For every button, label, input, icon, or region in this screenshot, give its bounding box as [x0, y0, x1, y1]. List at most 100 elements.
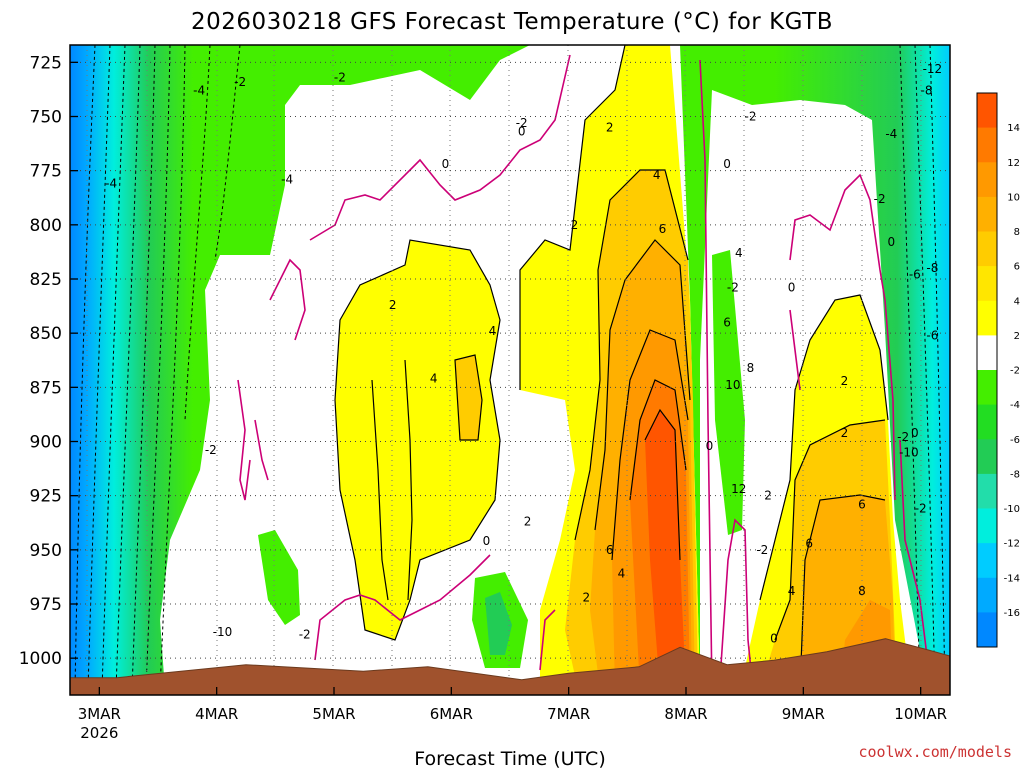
isotherm-line — [929, 45, 946, 691]
contour-label: -2 — [299, 627, 311, 641]
contour-label: -10 — [213, 625, 233, 639]
contour-label: 0 — [770, 632, 778, 646]
y-tick-label: 800 — [30, 216, 62, 236]
contour-label: 6 — [606, 543, 614, 557]
isotherm-line — [404, 359, 413, 601]
contour-label: -2 — [756, 543, 768, 557]
contour-label: 6 — [723, 315, 731, 329]
colorbar-swatch — [977, 335, 997, 371]
isotherm-line — [574, 169, 689, 541]
colorbar-swatch — [977, 231, 997, 267]
plot-area: -2 -2 -2 -2 -2 -2 -2 -2 -2 -2 -2 -4 -4 -4 -4 -6 -6 -8 -8 -1… — [70, 45, 950, 695]
colorbar-label: 6 — [1014, 262, 1020, 273]
colorbar-label: -8 — [1010, 469, 1020, 480]
isotherm-line — [101, 45, 126, 691]
colorbar-swatch — [977, 612, 997, 648]
y-tick-label: 725 — [30, 53, 62, 73]
colorbar-label: -12 — [1004, 539, 1020, 550]
contour-label: 4 — [788, 584, 796, 598]
contour-label: 2 — [524, 515, 532, 529]
contour-label: 0 — [483, 534, 491, 548]
isotherm-line — [74, 45, 96, 691]
contour-label: 2 — [606, 120, 614, 134]
contour-label: 0 — [788, 281, 796, 295]
contour-label: 4 — [618, 567, 626, 581]
contour-label: -2 — [727, 281, 739, 295]
y-tick-label: 925 — [30, 487, 62, 507]
isotherm-line — [87, 45, 111, 691]
contour-label: -8 — [921, 84, 933, 98]
contour-label: 0 — [442, 157, 450, 171]
contour-label: -4 — [193, 84, 205, 98]
y-axis: 725 750 775 800 825 850 875 900 925 950 975 1000 — [19, 53, 78, 669]
colorbar-label: -6 — [1010, 435, 1020, 446]
isotherm-line — [629, 379, 687, 501]
isotherm-line — [214, 45, 241, 261]
colorbar: 14 12 10 8 6 4 2 -2 -4 -6 -8 -10 -12 -14 -16 — [976, 92, 1020, 648]
contour-label: -4 — [281, 172, 293, 186]
colorbar-label: 12 — [1007, 158, 1020, 169]
contour-label: -2 — [745, 110, 757, 124]
cold-tongue — [712, 250, 745, 535]
colorbar-label: 14 — [1007, 123, 1020, 134]
colorbar-swatch — [977, 93, 997, 128]
colorbar-label: 8 — [1014, 227, 1020, 238]
colorbar-label: 2 — [1014, 331, 1020, 342]
isotherm-line — [899, 45, 921, 691]
isotherm-line — [774, 419, 886, 641]
isotherm-line — [184, 45, 211, 421]
contour-labels: -2 -2 -2 -2 -2 -2 -2 -2 -2 -2 -2 -4 -4 -4 -4 -6 -6 -8 -8 -1… — [105, 62, 942, 646]
contour-label: -2 — [516, 116, 528, 130]
contour-label: 12 — [731, 482, 746, 496]
contour-label: 2 — [389, 298, 397, 312]
isotherm-line — [799, 494, 886, 691]
contour-label: -10 — [899, 445, 919, 459]
contour-label: -12 — [923, 62, 943, 76]
contour-label: 0 — [518, 125, 526, 139]
plot-frame — [69, 44, 951, 696]
contour-label: 8 — [747, 361, 755, 375]
temperature-fill — [160, 45, 930, 690]
isotherm-line — [914, 45, 936, 691]
colorbar-label: 4 — [1014, 296, 1020, 307]
contour-label: 10 — [725, 378, 740, 392]
contour-label: 8 — [858, 584, 866, 598]
contour-label: -6 — [926, 328, 938, 342]
y-tick-label: 950 — [30, 541, 62, 561]
isotherm-line — [594, 239, 691, 531]
colorbar-swatch — [977, 370, 997, 405]
colorbar-swatch — [977, 266, 997, 302]
colorbar-label: -4 — [1010, 400, 1020, 411]
contour-label: 0 — [723, 157, 731, 171]
contour-label: -8 — [926, 261, 938, 275]
colorbar-swatch — [977, 162, 997, 198]
contour-label: 2 — [571, 218, 579, 232]
cold-pocket — [485, 592, 512, 655]
contour-label: 2 — [841, 374, 849, 388]
colorbar-swatch — [977, 196, 997, 232]
colorbar-swatch — [977, 127, 997, 163]
colorbar-swatch — [977, 439, 997, 475]
contour-label: 2 — [841, 426, 849, 440]
contour-label: -4 — [105, 177, 117, 191]
contour-label: 4 — [653, 168, 661, 182]
contour-label: 2 — [582, 591, 590, 605]
x-tick-label: 3MAR — [78, 705, 121, 723]
isotherm-line — [159, 45, 186, 691]
y-tick-label: 975 — [30, 595, 62, 615]
colorbar-swatch — [977, 508, 997, 544]
contour-label: 0 — [706, 439, 714, 453]
contour-label: -4 — [885, 127, 897, 141]
colorbar-swatch — [977, 404, 997, 440]
x-tick-sublabel: 2026 — [80, 724, 118, 742]
contour-label: -6 — [909, 268, 921, 282]
contour-label: 4 — [489, 324, 497, 338]
contour-label: -2 — [234, 75, 246, 89]
contour-label: 2 — [764, 489, 772, 503]
contour-label: 0 — [887, 235, 895, 249]
colorbar-swatch — [977, 577, 997, 613]
y-tick-label: 875 — [30, 378, 62, 398]
x-tick-label: 6MAR — [430, 705, 473, 723]
warm-area-4 — [455, 355, 482, 440]
x-tick-label: 8MAR — [664, 705, 707, 723]
